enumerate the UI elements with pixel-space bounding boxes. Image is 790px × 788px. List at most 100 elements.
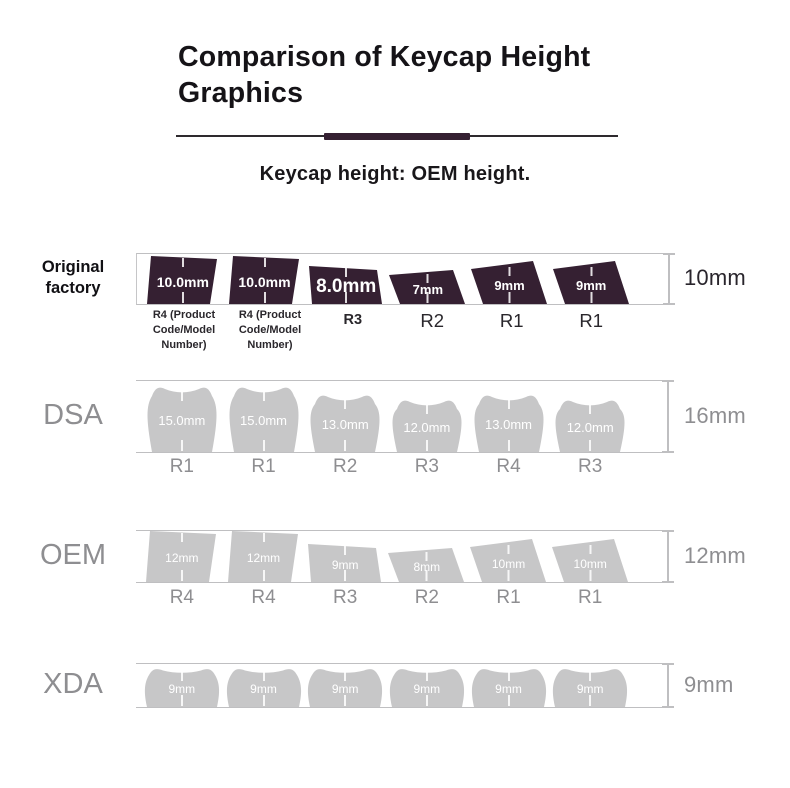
bracket-top-tick: [662, 380, 674, 382]
keycap-profile-shape: [147, 387, 217, 452]
keycap: 10mm: [470, 539, 547, 582]
keycap: 9mm: [550, 667, 630, 707]
keycap-profile-shape: [388, 548, 465, 582]
keycap: 9mm: [224, 667, 304, 707]
keycap-slot: 15.0mm: [141, 381, 223, 452]
keycap-slot: 12.0mm: [386, 381, 468, 452]
row-code-slot: R1: [552, 308, 632, 332]
keycap-slot: 8mm: [386, 531, 468, 582]
row-code-label: R3: [414, 456, 439, 477]
row-code-slot: R2: [386, 587, 468, 609]
keycap-profile-shape: [392, 400, 462, 452]
bottom-center-tick: [180, 570, 183, 581]
top-center-tick: [507, 672, 510, 681]
row-code-label: R1: [169, 456, 194, 477]
bottom-center-tick: [590, 292, 593, 303]
bracket-top-tick: [663, 253, 675, 255]
keycap-slot: 12mm: [141, 531, 223, 582]
row-code-label: R3: [343, 312, 363, 328]
keycap-slot: 10mm: [549, 531, 631, 582]
keycap-height-value: 10.0mm: [238, 273, 291, 290]
row-code-label: R1: [499, 310, 524, 331]
keycap-slot: 12mm: [223, 531, 305, 582]
bottom-center-tick: [262, 440, 265, 451]
row-code-slot: R2: [304, 456, 386, 478]
profile-name-dsa: DSA: [0, 380, 146, 451]
bottom-center-tick: [180, 440, 183, 451]
keycap-slot: 10mm: [468, 531, 550, 582]
keycap-slot: 9mm: [304, 664, 386, 707]
bottom-center-tick: [426, 292, 429, 303]
top-center-tick: [425, 405, 428, 414]
keycap-height-value: 8mm: [413, 560, 441, 574]
keycap: 10mm: [551, 539, 629, 582]
divider-thin-left: [176, 135, 324, 137]
keycap-profile-shape: [553, 669, 628, 707]
row-code-slot: R3: [313, 308, 393, 328]
row-code-label: R2: [420, 310, 445, 331]
height-bracket: [662, 663, 674, 708]
profile-name-text: Original factory: [41, 258, 105, 297]
bottom-center-tick: [507, 695, 510, 706]
top-center-tick: [425, 552, 428, 561]
keycap-height-value: 9mm: [331, 681, 359, 696]
keycap: 12mm: [227, 531, 300, 582]
keycap-profile-shape: [309, 266, 383, 304]
keycap: 7mm: [389, 270, 466, 304]
bottom-center-tick: [344, 440, 347, 451]
keycap-profile-shape: [226, 669, 301, 707]
keycap-slot: 9mm: [468, 664, 550, 707]
top-center-tick: [507, 400, 510, 409]
row-code-label: R1: [251, 456, 276, 477]
keycap-slot: 9mm: [223, 664, 305, 707]
keycap-height-value: 10.0mm: [156, 273, 209, 290]
keycap: 10.0mm: [146, 256, 219, 304]
keycap: 10.0mm: [228, 256, 301, 304]
top-center-tick: [180, 392, 183, 401]
top-center-tick: [262, 392, 265, 401]
row-code-slot: R1: [468, 587, 550, 609]
keycap: 8.0mm: [309, 266, 383, 304]
row-code-slot: R1: [223, 456, 305, 478]
keycap-slot: 9mm: [386, 664, 468, 707]
profile-name-xda: XDA: [0, 663, 146, 706]
bottom-center-tick: [262, 570, 265, 581]
keycap-slot: 12.0mm: [549, 381, 631, 452]
keycap-height-value: 9mm: [576, 681, 604, 696]
row-code-label: R4: [251, 587, 276, 608]
keycap: 13.0mm: [306, 394, 384, 452]
keycap-profile-shape: [470, 539, 547, 582]
keycap-height-value: 8.0mm: [316, 275, 377, 297]
keycap-height-value: 12mm: [246, 551, 281, 565]
subtitle: Keycap height: OEM height.: [259, 163, 531, 185]
profile-total-height: 10mm: [684, 265, 746, 290]
bottom-center-tick: [425, 570, 428, 581]
keycap-strip: 15.0mm 15.0mm 13.0mm 12.0mm 13.0mm 12.0mm: [141, 381, 631, 452]
bracket-bottom-tick: [662, 451, 674, 453]
bracket-bottom-tick: [663, 303, 675, 305]
keycap-profile-shape: [389, 270, 466, 304]
top-center-tick: [180, 672, 183, 681]
bottom-center-tick: [507, 570, 510, 581]
keycap-height-value: 12mm: [165, 551, 199, 565]
row-code-label: R2: [333, 456, 358, 477]
profile-name-oem: OEM: [0, 530, 146, 581]
top-center-tick: [262, 533, 265, 542]
bottom-center-tick: [589, 695, 592, 706]
top-center-tick: [344, 546, 347, 555]
keycap-height-value: 15.0mm: [240, 413, 287, 428]
keycap-slot: 9mm: [469, 254, 551, 304]
bottom-center-tick: [345, 292, 348, 303]
height-bracket: [663, 253, 675, 305]
keycap-profile-shape: [308, 544, 382, 582]
row-code-labels: R4 R4 R3 R2 R1 R1: [141, 587, 631, 615]
keycap-slot: 9mm: [141, 664, 223, 707]
row-code-label: R4: [496, 456, 521, 477]
keycap-profile-shape: [144, 669, 219, 707]
row-code-labels: R4 (Product Code/Model Number) R4 (Produc…: [141, 308, 631, 358]
keycap: 13.0mm: [470, 394, 548, 452]
keycap-profile-shape: [552, 261, 629, 304]
profile-total-height: 12mm: [684, 542, 746, 568]
keycap-slot: 13.0mm: [468, 381, 550, 452]
keycap-slot: 10.0mm: [224, 254, 306, 304]
